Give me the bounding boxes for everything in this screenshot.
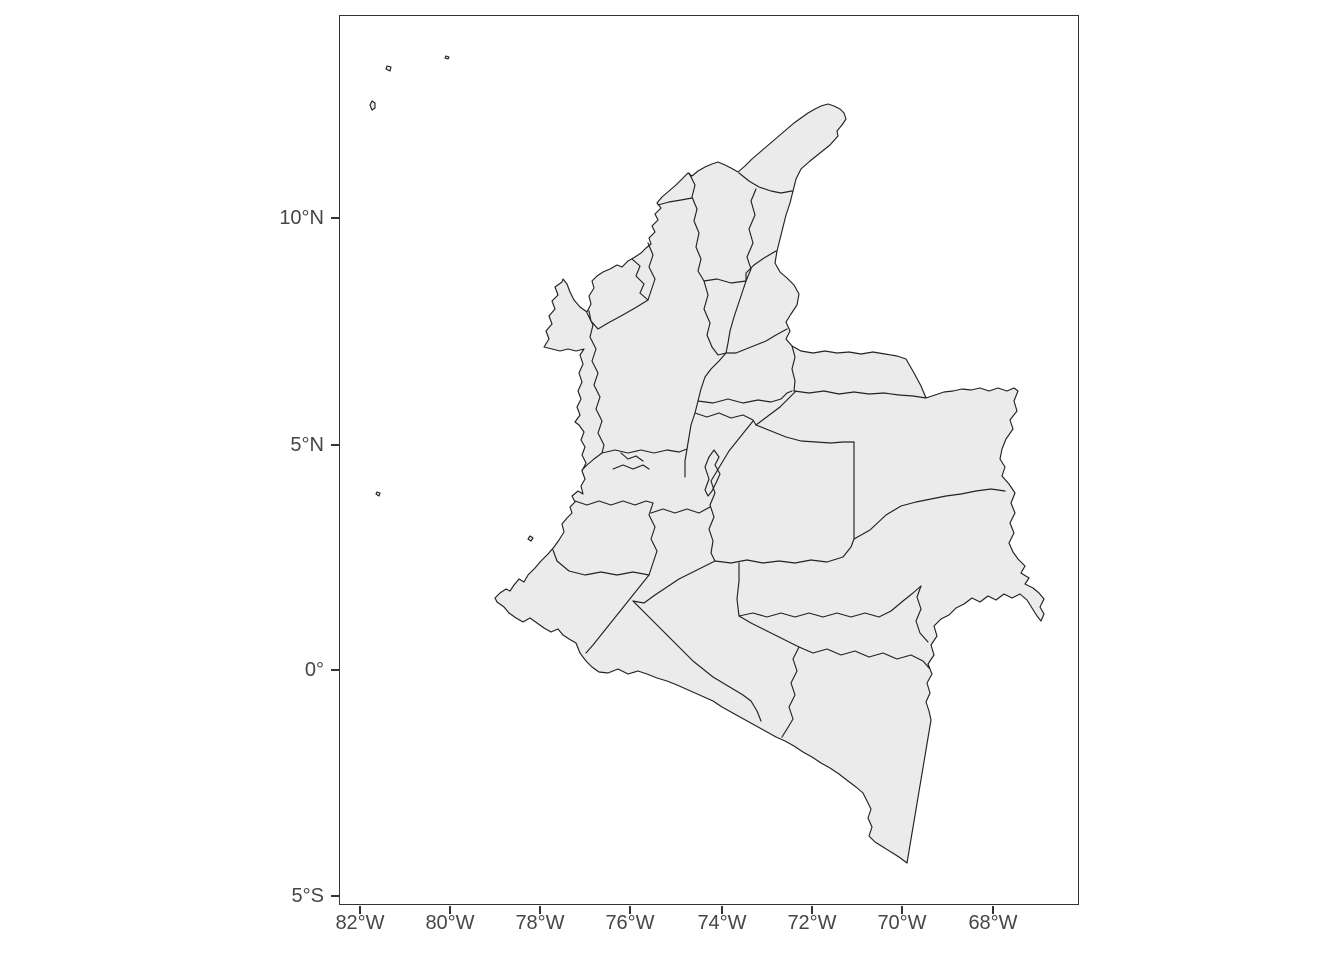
department-border-37 bbox=[738, 615, 800, 648]
island-malpelo bbox=[375, 491, 381, 497]
department-border-17 bbox=[612, 464, 650, 470]
department-border-3 bbox=[657, 197, 693, 206]
department-border-30 bbox=[853, 488, 1006, 540]
x-tick-label: 76°W bbox=[605, 912, 655, 934]
department-border-28 bbox=[755, 424, 855, 444]
department-border-31 bbox=[716, 420, 754, 472]
x-tick-mark bbox=[811, 906, 813, 915]
x-tick-label: 82°W bbox=[335, 912, 385, 934]
x-tick-mark bbox=[359, 906, 361, 915]
department-border-13 bbox=[586, 312, 605, 454]
department-border-20 bbox=[552, 549, 650, 576]
y-tick-label: 0° bbox=[304, 659, 324, 681]
department-border-35 bbox=[632, 600, 762, 722]
department-border-40 bbox=[915, 585, 929, 643]
colombia-departments-layer bbox=[369, 55, 1045, 864]
island-providencia bbox=[385, 65, 392, 72]
department-border-15 bbox=[601, 448, 688, 454]
department-border-1 bbox=[745, 188, 757, 282]
island-san-andres bbox=[369, 100, 376, 111]
x-tick-label: 68°W bbox=[968, 912, 1018, 934]
x-tick-label: 80°W bbox=[425, 912, 475, 934]
x-tick-mark bbox=[992, 906, 994, 915]
department-border-5 bbox=[631, 258, 649, 301]
department-border-27 bbox=[755, 390, 797, 426]
department-border-21 bbox=[585, 574, 650, 654]
y-tick-label: 5°N bbox=[290, 434, 324, 456]
department-border-39 bbox=[738, 585, 922, 618]
department-border-18 bbox=[574, 500, 654, 506]
x-tick-mark bbox=[721, 906, 723, 915]
map-panel bbox=[339, 15, 1079, 905]
department-border-2 bbox=[688, 172, 705, 282]
y-tick-label: 10°N bbox=[279, 207, 324, 229]
y-tick-mark bbox=[331, 669, 339, 671]
department-border-23 bbox=[694, 412, 757, 426]
department-border-16 bbox=[620, 452, 644, 462]
island-gorgona bbox=[527, 535, 534, 542]
department-border-36 bbox=[736, 562, 740, 617]
department-border-41 bbox=[798, 646, 930, 669]
x-tick-label: 74°W bbox=[697, 912, 747, 934]
department-border-9 bbox=[703, 280, 727, 356]
department-border-6 bbox=[647, 242, 656, 301]
department-border-19 bbox=[648, 502, 658, 576]
y-tick-mark bbox=[331, 444, 339, 446]
map-svg bbox=[369, 55, 1045, 864]
x-tick-mark bbox=[901, 906, 903, 915]
department-border-24 bbox=[697, 390, 793, 404]
x-tick-label: 72°W bbox=[787, 912, 837, 934]
y-tick-label: 5°S bbox=[291, 885, 324, 907]
department-border-11 bbox=[725, 328, 788, 354]
department-border-22 bbox=[650, 506, 711, 514]
department-border-34 bbox=[632, 560, 716, 604]
x-tick-mark bbox=[539, 906, 541, 915]
x-tick-label: 78°W bbox=[515, 912, 565, 934]
department-border-14 bbox=[581, 452, 603, 471]
department-border-32 bbox=[708, 470, 718, 562]
department-border-33 bbox=[714, 538, 855, 564]
x-tick-label: 70°W bbox=[877, 912, 927, 934]
department-border-42 bbox=[704, 449, 721, 497]
department-border-4 bbox=[703, 278, 747, 284]
department-border-0 bbox=[738, 172, 793, 194]
colombia-mainland-outline bbox=[494, 103, 1045, 864]
y-tick-mark bbox=[331, 895, 339, 897]
department-border-38 bbox=[781, 646, 800, 738]
department-border-12 bbox=[745, 250, 777, 282]
island-low-cay bbox=[444, 55, 450, 60]
x-tick-mark bbox=[629, 906, 631, 915]
x-tick-mark bbox=[449, 906, 451, 915]
department-border-10 bbox=[684, 352, 727, 478]
y-tick-mark bbox=[331, 217, 339, 219]
department-border-25 bbox=[791, 345, 796, 392]
department-border-26 bbox=[793, 390, 927, 399]
department-border-8 bbox=[725, 280, 747, 354]
department-borders-layer bbox=[552, 172, 1006, 738]
